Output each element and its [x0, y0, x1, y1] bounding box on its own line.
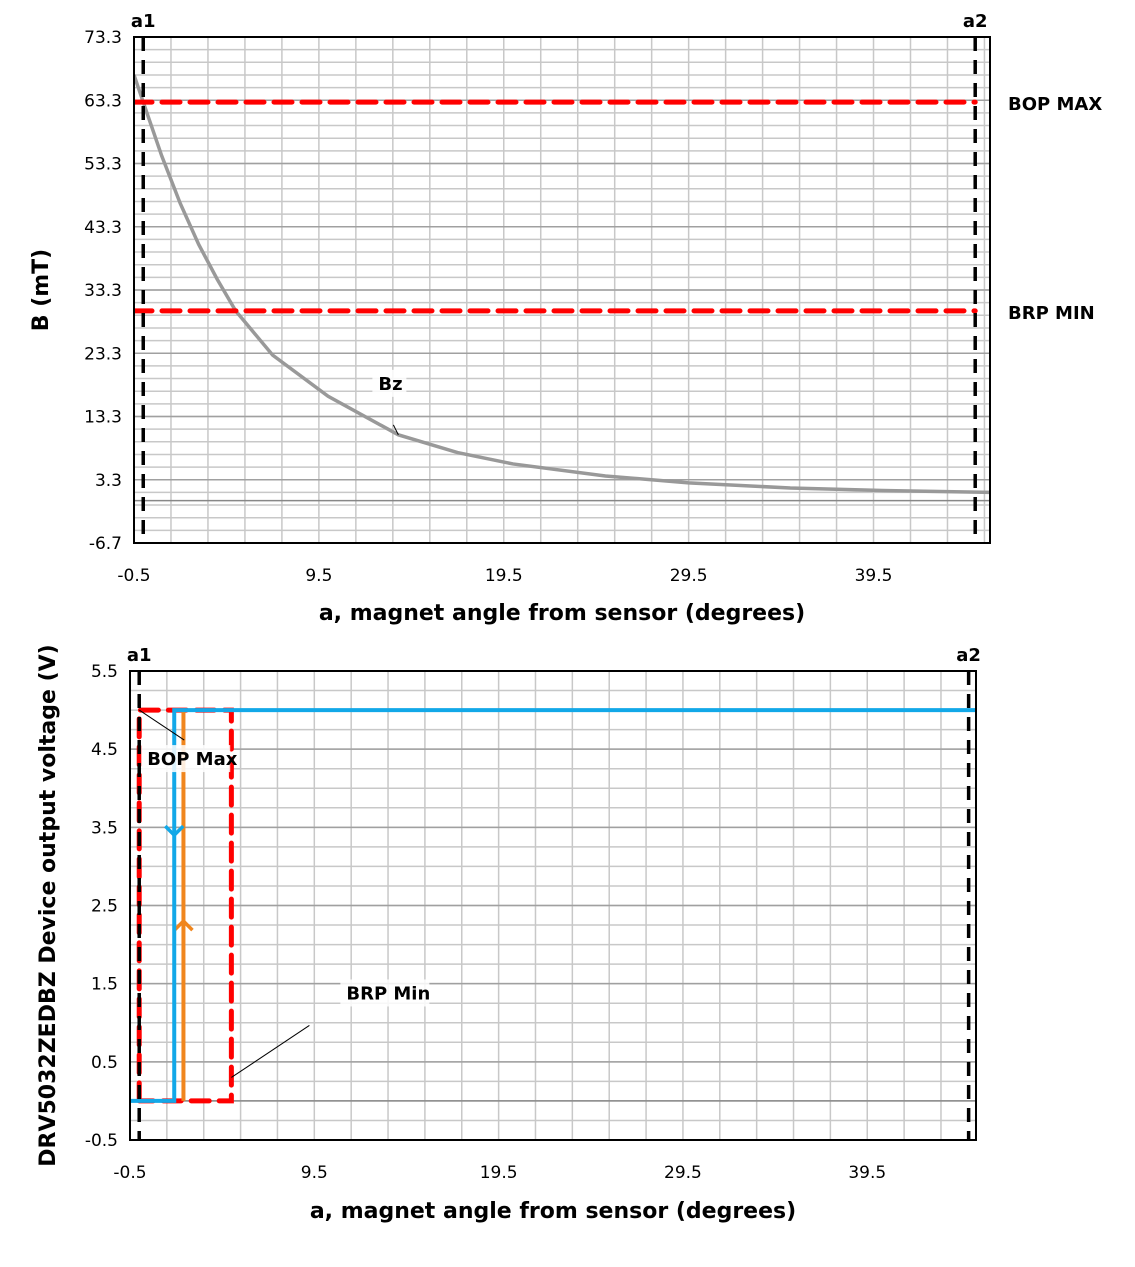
y-tick-label: 23.3 — [84, 344, 122, 364]
x-axis-label: a, magnet angle from sensor (degrees) — [319, 601, 805, 626]
vline-label: a1 — [131, 11, 156, 32]
x-tick-label: -0.5 — [117, 566, 150, 586]
x-tick-label: 19.5 — [485, 566, 523, 586]
series-label: BOP MAX — [1008, 94, 1102, 115]
y-tick-label: 3.5 — [91, 818, 118, 838]
annotation-label: BRP Min — [346, 983, 430, 1004]
annotation-leader — [231, 1025, 310, 1078]
series-label: BRP MIN — [1008, 303, 1095, 324]
y-tick-label: 43.3 — [84, 218, 122, 238]
arrow-down-icon — [163, 824, 185, 838]
x-tick-label: 29.5 — [670, 566, 708, 586]
annotation-bg — [340, 979, 430, 1007]
annotation-label: Bz — [378, 374, 402, 395]
x-tick-label: 39.5 — [848, 1163, 886, 1183]
plot-frame — [129, 670, 977, 1141]
y-tick-label: 73.3 — [84, 28, 122, 48]
chart-2: -0.5 0.5 1.5 2.5 3.5 4.5 5.5 -0.5 9.5 19.5 29.5 39.… — [36, 644, 981, 1224]
x-tick-label: 29.5 — [664, 1163, 702, 1183]
annotation-leader — [392, 424, 399, 436]
y-tick-label: 4.5 — [91, 740, 118, 760]
y-tick-label: 1.5 — [91, 975, 118, 995]
series-line-bz — [134, 74, 990, 495]
y-tick-label: -6.7 — [89, 534, 122, 554]
annotation-bg — [141, 745, 231, 773]
y-tick-label: 0.5 — [91, 1053, 118, 1073]
x-tick-label: 19.5 — [480, 1163, 518, 1183]
chart-1: -6.7 3.3 13.3 23.3 33.3 43.3 53.3 63.3 73.3 -0.5 9… — [29, 11, 1102, 626]
x-tick-label: -0.5 — [113, 1163, 146, 1183]
y-tick-label: 13.3 — [84, 408, 122, 428]
y-tick-label: 5.5 — [91, 662, 118, 682]
plot-frame — [133, 36, 991, 544]
y-axis-label: DRV5032ZEDBZ Device output voltage (V) — [36, 644, 61, 1166]
x-tick-label: 9.5 — [305, 566, 332, 586]
y-tick-label: 2.5 — [91, 897, 118, 917]
vline-label: a2 — [963, 11, 988, 32]
y-tick-label: -0.5 — [85, 1131, 118, 1151]
y-tick-label: 33.3 — [84, 281, 122, 301]
vline-label: a1 — [127, 645, 152, 666]
x-tick-label: 39.5 — [855, 566, 893, 586]
x-axis-label: a, magnet angle from sensor (degrees) — [310, 1199, 796, 1224]
x-tick-label: 9.5 — [301, 1163, 328, 1183]
y-axis-label: B (mT) — [29, 249, 54, 331]
y-tick-label: 63.3 — [84, 91, 122, 111]
annotation-bg — [372, 369, 407, 397]
series-line-trace-2 — [130, 708, 976, 1103]
arrow-up-icon — [173, 918, 194, 932]
vline-label: a2 — [956, 645, 981, 666]
y-tick-label: 3.3 — [95, 471, 122, 491]
y-tick-label: 53.3 — [84, 155, 122, 175]
annotation-leader — [138, 709, 185, 741]
annotation-label: BOP Max — [147, 749, 238, 770]
